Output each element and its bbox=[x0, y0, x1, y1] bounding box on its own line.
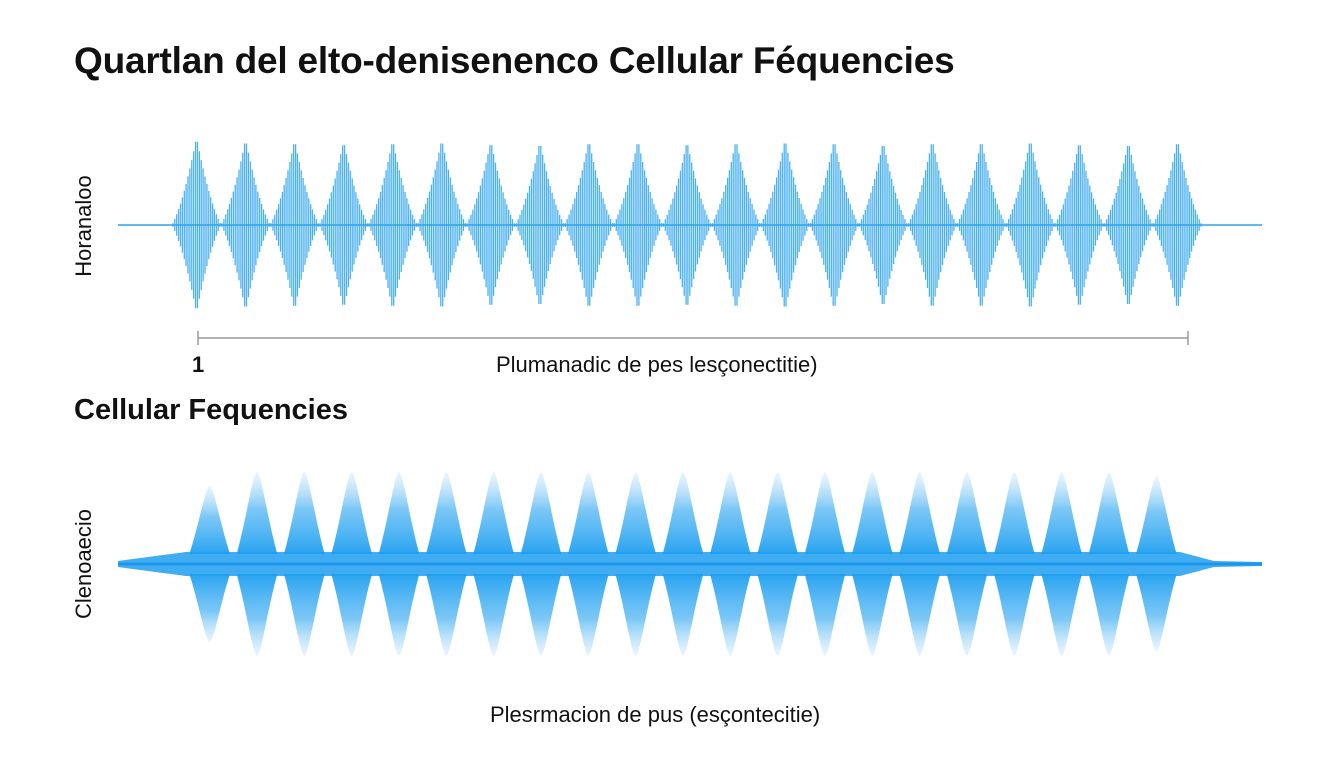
spindle-lobe-upper bbox=[236, 472, 278, 554]
spindle-lobe-lower bbox=[236, 574, 278, 656]
wave-packet bbox=[564, 144, 614, 306]
spindle-lobe-lower bbox=[662, 574, 704, 656]
wave-packet bbox=[515, 146, 565, 304]
spindle-lobe-upper bbox=[473, 472, 515, 554]
spindle-lobe-lower bbox=[283, 574, 325, 656]
spindle-lobe-lower bbox=[425, 574, 467, 656]
wave-packet bbox=[1153, 144, 1202, 306]
wave-packet bbox=[662, 145, 712, 305]
spindle-lobe-upper bbox=[757, 472, 799, 554]
spindle-lobe-lower bbox=[1088, 574, 1130, 656]
top-waveform-plot bbox=[118, 141, 1262, 345]
spindle-lobe-lower bbox=[520, 574, 562, 656]
spindle-lobe-lower bbox=[473, 574, 515, 656]
bottom-x-axis-label: Plesrmacion de pus (esçontecitie) bbox=[490, 702, 821, 727]
wave-packet bbox=[711, 144, 761, 306]
spindle-lobe-lower bbox=[946, 574, 988, 656]
chart-title: Quartlan del elto-denisenenco Cellular F… bbox=[74, 40, 955, 81]
wave-packet bbox=[270, 144, 319, 306]
spindle-lobe-upper bbox=[615, 472, 657, 554]
spindle-lobe-lower bbox=[567, 574, 609, 656]
wave-packet bbox=[1006, 143, 1055, 307]
top-x-tick-label: 1 bbox=[192, 352, 205, 377]
spindle-lobe-upper bbox=[709, 472, 751, 554]
spindle-lobe-upper bbox=[1041, 472, 1083, 554]
wave-packet bbox=[957, 144, 1006, 306]
spindle-lobe-lower bbox=[1041, 574, 1083, 656]
top-x-axis bbox=[197, 331, 1189, 345]
wave-packet bbox=[1104, 146, 1153, 304]
spindle-lobe-upper bbox=[425, 472, 467, 554]
spindle-lobe-lower bbox=[899, 574, 941, 656]
wave-packet bbox=[613, 144, 663, 306]
spindle-lobe-lower bbox=[331, 574, 373, 656]
spindle-lobe-lower bbox=[993, 574, 1035, 656]
top-x-axis-label: Plumanadic de pes lesçonectitie) bbox=[496, 352, 818, 377]
wave-packet bbox=[858, 146, 908, 304]
spindle-lobe-upper bbox=[851, 472, 893, 554]
spindle-lobe-upper bbox=[899, 472, 941, 554]
spindle-lobe-upper bbox=[993, 472, 1035, 554]
spindle-lobe-lower bbox=[189, 574, 231, 643]
spindle-lobe-upper bbox=[662, 472, 704, 554]
wave-packet bbox=[172, 141, 221, 309]
spindle-lobe-upper bbox=[946, 472, 988, 554]
bottom-y-axis-label: Clenoaecio bbox=[71, 508, 96, 620]
spindle-lobe-upper bbox=[567, 472, 609, 554]
spindle-lobe-upper bbox=[520, 472, 562, 554]
wave-packet bbox=[908, 144, 957, 306]
spindle-lobe-upper bbox=[804, 472, 846, 554]
spindle-lobe-upper bbox=[189, 485, 231, 554]
spindle-lobe-lower bbox=[1135, 574, 1177, 652]
spindle-lobe-lower bbox=[709, 574, 751, 656]
spindle-lobe-lower bbox=[378, 574, 420, 656]
wave-packet bbox=[319, 145, 368, 305]
wave-packet bbox=[466, 145, 516, 305]
spindle-lobe-lower bbox=[757, 574, 799, 656]
spindle-lobe-upper bbox=[1088, 472, 1130, 554]
wave-packet bbox=[1055, 145, 1104, 305]
spindle-lobe-upper bbox=[283, 472, 325, 554]
spindle-lobe-upper bbox=[331, 472, 373, 554]
chart-subtitle: Cellular Fequencies bbox=[74, 394, 348, 426]
wave-packet bbox=[417, 143, 466, 307]
spindle-lobe-lower bbox=[804, 574, 846, 656]
spindle-lobe-upper bbox=[378, 472, 420, 554]
spindle-lobe-upper bbox=[1135, 476, 1177, 554]
wave-packet bbox=[760, 143, 810, 307]
spindle-lobe-lower bbox=[615, 574, 657, 656]
wave-packet bbox=[221, 143, 270, 307]
wave-packet bbox=[809, 144, 859, 306]
spindle-lobe-lower bbox=[851, 574, 893, 656]
wave-packet bbox=[368, 144, 417, 306]
